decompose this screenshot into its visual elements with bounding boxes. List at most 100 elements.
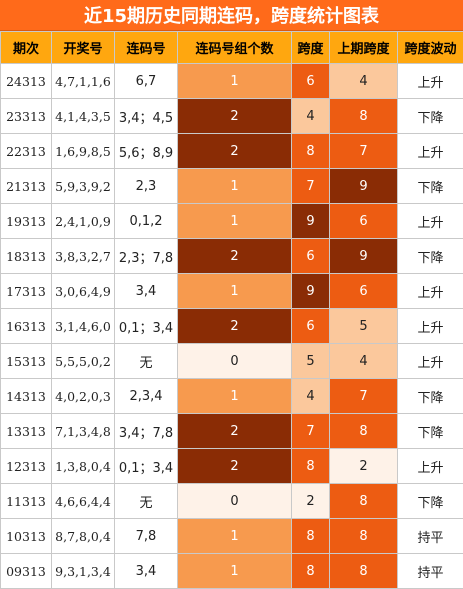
cell-span: 7 bbox=[291, 168, 330, 204]
cell-draw-number: 3,0,6,4,9 bbox=[51, 273, 115, 309]
table-row: 13313 7,1,3,4,8 3,4；7,8 2 7 8 下降 bbox=[0, 413, 463, 449]
cell-draw-number: 3,1,4,6,0 bbox=[51, 308, 115, 344]
header-row: 期次 开奖号 连码号 连码号组个数 跨度 上期跨度 跨度波动 bbox=[0, 31, 463, 64]
cell-consecutive: 5,6；8,9 bbox=[114, 133, 178, 169]
cell-draw-number: 5,5,5,0,2 bbox=[51, 343, 115, 379]
cell-prev-span: 6 bbox=[329, 273, 398, 309]
table-row: 09313 9,3,1,3,4 3,4 1 8 8 持平 bbox=[0, 553, 463, 589]
cell-prev-span: 2 bbox=[329, 448, 398, 484]
cell-draw-number: 1,3,8,0,4 bbox=[51, 448, 115, 484]
header-sq: 上期跨度 bbox=[329, 31, 398, 64]
cell-draw-number: 8,7,8,0,4 bbox=[51, 518, 115, 554]
cell-span: 5 bbox=[291, 343, 330, 379]
cell-span-trend: 下降 bbox=[397, 378, 463, 414]
cell-span-trend: 下降 bbox=[397, 483, 463, 519]
header-kj: 开奖号 bbox=[51, 31, 115, 64]
table-row: 11313 4,6,6,4,4 无 0 2 8 下降 bbox=[0, 483, 463, 519]
cell-prev-span: 8 bbox=[329, 518, 398, 554]
cell-draw-number: 4,0,2,0,3 bbox=[51, 378, 115, 414]
cell-consecutive: 2,3 bbox=[114, 168, 178, 204]
cell-group-count: 1 bbox=[177, 203, 292, 239]
cell-consecutive: 7,8 bbox=[114, 518, 178, 554]
cell-period: 17313 bbox=[0, 273, 52, 309]
cell-prev-span: 8 bbox=[329, 483, 398, 519]
cell-group-count: 2 bbox=[177, 238, 292, 274]
cell-consecutive: 0,1；3,4 bbox=[114, 308, 178, 344]
cell-span-trend: 持平 bbox=[397, 518, 463, 554]
cell-span-trend: 上升 bbox=[397, 273, 463, 309]
cell-group-count: 1 bbox=[177, 168, 292, 204]
cell-prev-span: 5 bbox=[329, 308, 398, 344]
cell-consecutive: 0,1,2 bbox=[114, 203, 178, 239]
cell-span-trend: 下降 bbox=[397, 98, 463, 134]
cell-consecutive: 3,4 bbox=[114, 553, 178, 589]
table-row: 14313 4,0,2,0,3 2,3,4 1 4 7 下降 bbox=[0, 378, 463, 414]
table-row: 12313 1,3,8,0,4 0,1；3,4 2 8 2 上升 bbox=[0, 448, 463, 484]
cell-period: 24313 bbox=[0, 63, 52, 99]
cell-span: 8 bbox=[291, 133, 330, 169]
cell-prev-span: 4 bbox=[329, 63, 398, 99]
cell-span: 6 bbox=[291, 63, 330, 99]
cell-period: 21313 bbox=[0, 168, 52, 204]
header-zs: 连码号组个数 bbox=[177, 31, 292, 64]
cell-span-trend: 上升 bbox=[397, 448, 463, 484]
cell-span-trend: 下降 bbox=[397, 238, 463, 274]
table-row: 24313 4,7,1,1,6 6,7 1 6 4 上升 bbox=[0, 63, 463, 99]
cell-period: 09313 bbox=[0, 553, 52, 589]
cell-prev-span: 4 bbox=[329, 343, 398, 379]
cell-group-count: 1 bbox=[177, 378, 292, 414]
page-title: 近15期历史同期连码，跨度统计图表 bbox=[0, 0, 463, 31]
table-row: 16313 3,1,4,6,0 0,1；3,4 2 6 5 上升 bbox=[0, 308, 463, 344]
table-body: 24313 4,7,1,1,6 6,7 1 6 4 上升 23313 4,1,4,3,5 3,4；… bbox=[0, 63, 463, 589]
cell-group-count: 0 bbox=[177, 483, 292, 519]
cell-draw-number: 4,7,1,1,6 bbox=[51, 63, 115, 99]
cell-span-trend: 上升 bbox=[397, 203, 463, 239]
cell-draw-number: 1,6,9,8,5 bbox=[51, 133, 115, 169]
header-lm: 连码号 bbox=[114, 31, 178, 64]
cell-span-trend: 上升 bbox=[397, 63, 463, 99]
cell-span-trend: 上升 bbox=[397, 308, 463, 344]
cell-group-count: 2 bbox=[177, 98, 292, 134]
cell-draw-number: 7,1,3,4,8 bbox=[51, 413, 115, 449]
cell-span: 4 bbox=[291, 98, 330, 134]
cell-period: 19313 bbox=[0, 203, 52, 239]
cell-prev-span: 9 bbox=[329, 168, 398, 204]
cell-period: 15313 bbox=[0, 343, 52, 379]
table-row: 23313 4,1,4,3,5 3,4；4,5 2 4 8 下降 bbox=[0, 98, 463, 134]
cell-draw-number: 4,6,6,4,4 bbox=[51, 483, 115, 519]
stats-table: 期次 开奖号 连码号 连码号组个数 跨度 上期跨度 跨度波动 24313 4,7,… bbox=[0, 31, 463, 589]
cell-span: 6 bbox=[291, 238, 330, 274]
cell-period: 11313 bbox=[0, 483, 52, 519]
cell-prev-span: 7 bbox=[329, 133, 398, 169]
cell-span: 8 bbox=[291, 448, 330, 484]
cell-span-trend: 持平 bbox=[397, 553, 463, 589]
cell-consecutive: 3,4 bbox=[114, 273, 178, 309]
cell-period: 23313 bbox=[0, 98, 52, 134]
cell-prev-span: 9 bbox=[329, 238, 398, 274]
cell-group-count: 2 bbox=[177, 308, 292, 344]
cell-prev-span: 8 bbox=[329, 553, 398, 589]
cell-period: 22313 bbox=[0, 133, 52, 169]
cell-span: 9 bbox=[291, 203, 330, 239]
header-bd: 跨度波动 bbox=[397, 31, 463, 64]
cell-group-count: 2 bbox=[177, 413, 292, 449]
cell-consecutive: 3,4；4,5 bbox=[114, 98, 178, 134]
cell-span-trend: 上升 bbox=[397, 133, 463, 169]
cell-group-count: 2 bbox=[177, 133, 292, 169]
cell-span: 8 bbox=[291, 553, 330, 589]
cell-period: 12313 bbox=[0, 448, 52, 484]
cell-group-count: 2 bbox=[177, 448, 292, 484]
cell-period: 14313 bbox=[0, 378, 52, 414]
table-row: 18313 3,8,3,2,7 2,3；7,8 2 6 9 下降 bbox=[0, 238, 463, 274]
cell-span: 7 bbox=[291, 413, 330, 449]
cell-consecutive: 6,7 bbox=[114, 63, 178, 99]
cell-period: 10313 bbox=[0, 518, 52, 554]
cell-draw-number: 2,4,1,0,9 bbox=[51, 203, 115, 239]
cell-span: 2 bbox=[291, 483, 330, 519]
cell-group-count: 1 bbox=[177, 553, 292, 589]
cell-group-count: 1 bbox=[177, 273, 292, 309]
cell-consecutive: 无 bbox=[114, 483, 178, 519]
cell-prev-span: 7 bbox=[329, 378, 398, 414]
header-kd: 跨度 bbox=[291, 31, 330, 64]
